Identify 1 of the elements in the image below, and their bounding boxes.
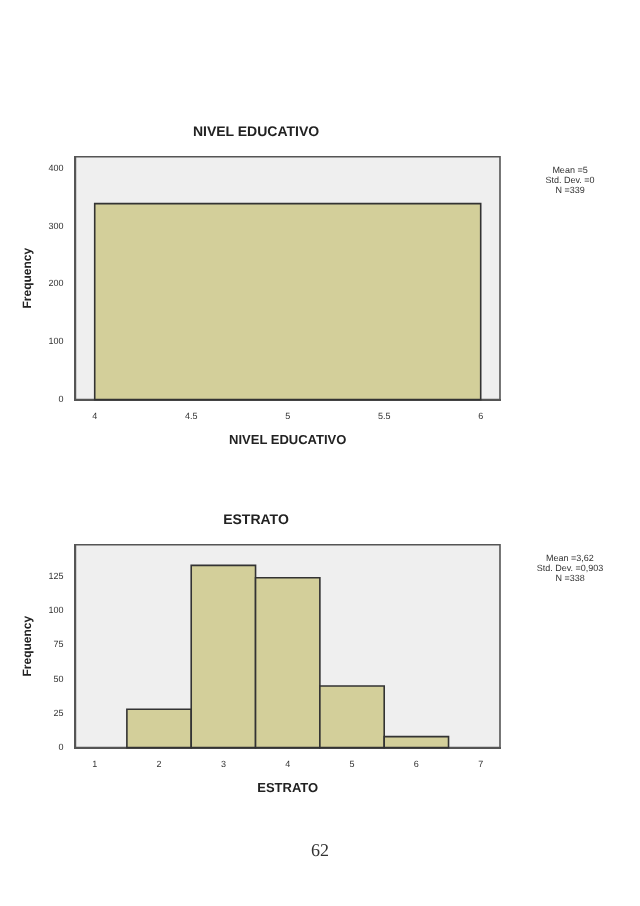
text: 62 <box>309 840 331 860</box>
